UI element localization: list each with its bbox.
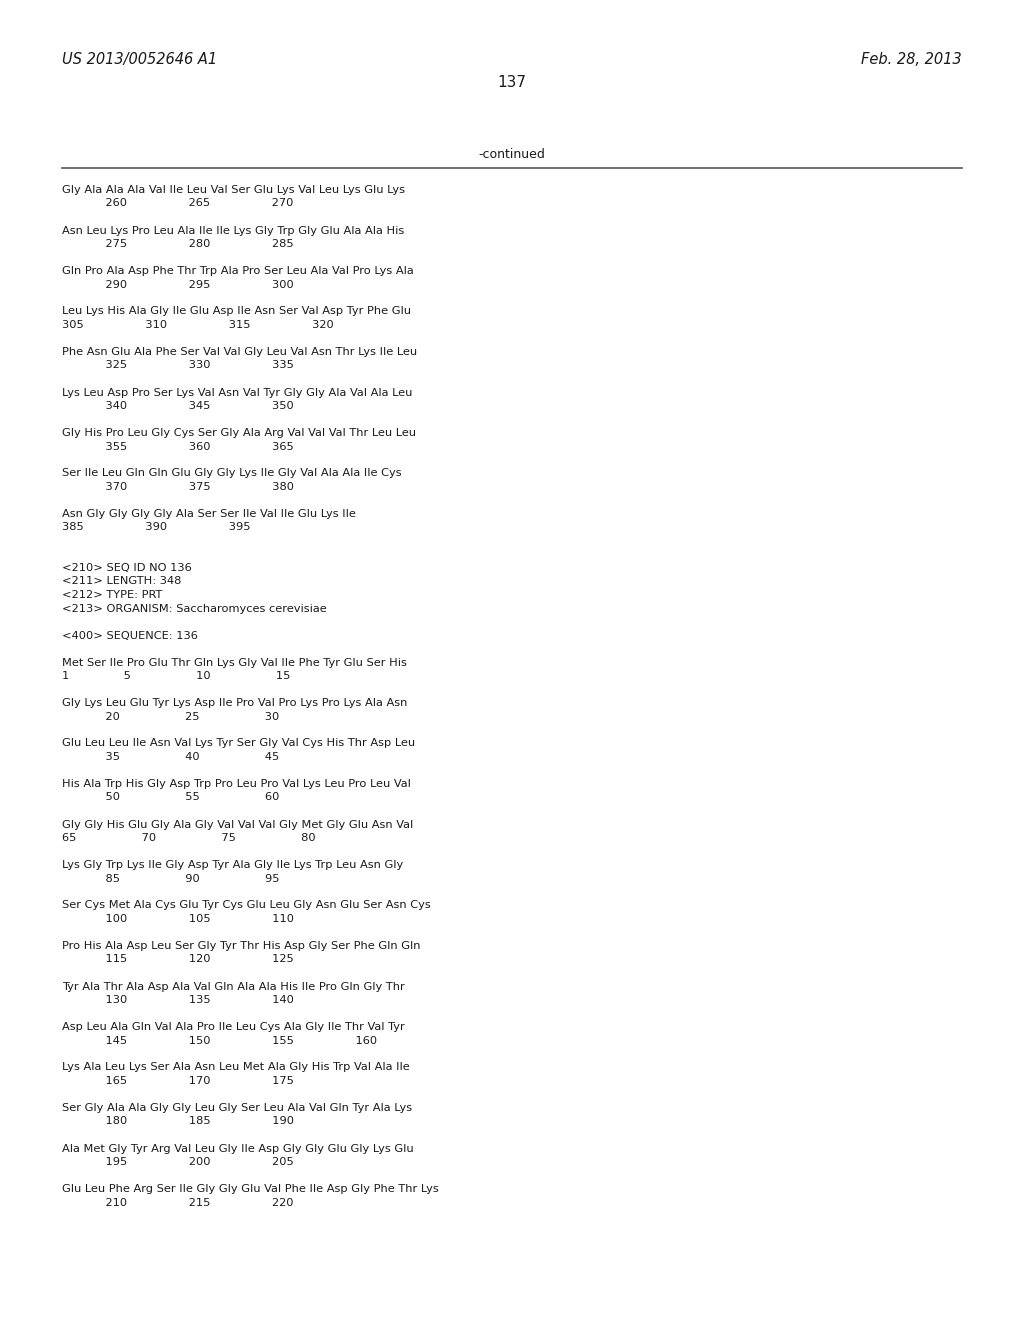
Text: 210                 215                 220: 210 215 220 (62, 1197, 294, 1208)
Text: Ser Cys Met Ala Cys Glu Tyr Cys Glu Leu Gly Asn Glu Ser Asn Cys: Ser Cys Met Ala Cys Glu Tyr Cys Glu Leu … (62, 900, 431, 911)
Text: 195                 200                 205: 195 200 205 (62, 1158, 294, 1167)
Text: 85                  90                  95: 85 90 95 (62, 874, 280, 883)
Text: 165                 170                 175: 165 170 175 (62, 1076, 294, 1086)
Text: 50                  55                  60: 50 55 60 (62, 792, 280, 803)
Text: 385                 390                 395: 385 390 395 (62, 523, 251, 532)
Text: <211> LENGTH: 348: <211> LENGTH: 348 (62, 577, 181, 586)
Text: His Ala Trp His Gly Asp Trp Pro Leu Pro Val Lys Leu Pro Leu Val: His Ala Trp His Gly Asp Trp Pro Leu Pro … (62, 779, 411, 789)
Text: Lys Gly Trp Lys Ile Gly Asp Tyr Ala Gly Ile Lys Trp Leu Asn Gly: Lys Gly Trp Lys Ile Gly Asp Tyr Ala Gly … (62, 861, 403, 870)
Text: Gly Ala Ala Ala Val Ile Leu Val Ser Glu Lys Val Leu Lys Glu Lys: Gly Ala Ala Ala Val Ile Leu Val Ser Glu … (62, 185, 406, 195)
Text: Gly His Pro Leu Gly Cys Ser Gly Ala Arg Val Val Val Thr Leu Leu: Gly His Pro Leu Gly Cys Ser Gly Ala Arg … (62, 428, 416, 438)
Text: 305                 310                 315                 320: 305 310 315 320 (62, 319, 334, 330)
Text: Glu Leu Leu Ile Asn Val Lys Tyr Ser Gly Val Cys His Thr Asp Leu: Glu Leu Leu Ile Asn Val Lys Tyr Ser Gly … (62, 738, 415, 748)
Text: <400> SEQUENCE: 136: <400> SEQUENCE: 136 (62, 631, 198, 640)
Text: 290                 295                 300: 290 295 300 (62, 280, 294, 289)
Text: <212> TYPE: PRT: <212> TYPE: PRT (62, 590, 163, 601)
Text: 20                  25                  30: 20 25 30 (62, 711, 280, 722)
Text: 325                 330                 335: 325 330 335 (62, 360, 294, 371)
Text: 1               5                  10                  15: 1 5 10 15 (62, 671, 291, 681)
Text: Asn Leu Lys Pro Leu Ala Ile Ile Lys Gly Trp Gly Glu Ala Ala His: Asn Leu Lys Pro Leu Ala Ile Ile Lys Gly … (62, 226, 404, 235)
Text: Asn Gly Gly Gly Gly Ala Ser Ser Ile Val Ile Glu Lys Ile: Asn Gly Gly Gly Gly Ala Ser Ser Ile Val … (62, 510, 356, 519)
Text: Phe Asn Glu Ala Phe Ser Val Val Gly Leu Val Asn Thr Lys Ile Leu: Phe Asn Glu Ala Phe Ser Val Val Gly Leu … (62, 347, 417, 356)
Text: 355                 360                 365: 355 360 365 (62, 441, 294, 451)
Text: <213> ORGANISM: Saccharomyces cerevisiae: <213> ORGANISM: Saccharomyces cerevisiae (62, 603, 327, 614)
Text: Lys Leu Asp Pro Ser Lys Val Asn Val Tyr Gly Gly Ala Val Ala Leu: Lys Leu Asp Pro Ser Lys Val Asn Val Tyr … (62, 388, 413, 397)
Text: Gly Gly His Glu Gly Ala Gly Val Val Val Gly Met Gly Glu Asn Val: Gly Gly His Glu Gly Ala Gly Val Val Val … (62, 820, 414, 829)
Text: Asp Leu Ala Gln Val Ala Pro Ile Leu Cys Ala Gly Ile Thr Val Tyr: Asp Leu Ala Gln Val Ala Pro Ile Leu Cys … (62, 1022, 404, 1032)
Text: Ser Ile Leu Gln Gln Glu Gly Gly Lys Ile Gly Val Ala Ala Ile Cys: Ser Ile Leu Gln Gln Glu Gly Gly Lys Ile … (62, 469, 401, 479)
Text: Gly Lys Leu Glu Tyr Lys Asp Ile Pro Val Pro Lys Pro Lys Ala Asn: Gly Lys Leu Glu Tyr Lys Asp Ile Pro Val … (62, 698, 408, 708)
Text: 340                 345                 350: 340 345 350 (62, 401, 294, 411)
Text: 260                 265                 270: 260 265 270 (62, 198, 293, 209)
Text: 130                 135                 140: 130 135 140 (62, 995, 294, 1005)
Text: 100                 105                 110: 100 105 110 (62, 913, 294, 924)
Text: 180                 185                 190: 180 185 190 (62, 1117, 294, 1126)
Text: Ser Gly Ala Ala Gly Gly Leu Gly Ser Leu Ala Val Gln Tyr Ala Lys: Ser Gly Ala Ala Gly Gly Leu Gly Ser Leu … (62, 1104, 412, 1113)
Text: Tyr Ala Thr Ala Asp Ala Val Gln Ala Ala His Ile Pro Gln Gly Thr: Tyr Ala Thr Ala Asp Ala Val Gln Ala Ala … (62, 982, 404, 991)
Text: 115                 120                 125: 115 120 125 (62, 954, 294, 965)
Text: Ala Met Gly Tyr Arg Val Leu Gly Ile Asp Gly Gly Glu Gly Lys Glu: Ala Met Gly Tyr Arg Val Leu Gly Ile Asp … (62, 1143, 414, 1154)
Text: <210> SEQ ID NO 136: <210> SEQ ID NO 136 (62, 564, 191, 573)
Text: 35                  40                  45: 35 40 45 (62, 752, 280, 762)
Text: US 2013/0052646 A1: US 2013/0052646 A1 (62, 51, 217, 67)
Text: 65                  70                  75                  80: 65 70 75 80 (62, 833, 315, 843)
Text: 145                 150                 155                 160: 145 150 155 160 (62, 1035, 377, 1045)
Text: Lys Ala Leu Lys Ser Ala Asn Leu Met Ala Gly His Trp Val Ala Ile: Lys Ala Leu Lys Ser Ala Asn Leu Met Ala … (62, 1063, 410, 1072)
Text: Pro His Ala Asp Leu Ser Gly Tyr Thr His Asp Gly Ser Phe Gln Gln: Pro His Ala Asp Leu Ser Gly Tyr Thr His … (62, 941, 421, 950)
Text: -continued: -continued (478, 148, 546, 161)
Text: Gln Pro Ala Asp Phe Thr Trp Ala Pro Ser Leu Ala Val Pro Lys Ala: Gln Pro Ala Asp Phe Thr Trp Ala Pro Ser … (62, 267, 414, 276)
Text: Met Ser Ile Pro Glu Thr Gln Lys Gly Val Ile Phe Tyr Glu Ser His: Met Ser Ile Pro Glu Thr Gln Lys Gly Val … (62, 657, 407, 668)
Text: Glu Leu Phe Arg Ser Ile Gly Gly Glu Val Phe Ile Asp Gly Phe Thr Lys: Glu Leu Phe Arg Ser Ile Gly Gly Glu Val … (62, 1184, 438, 1195)
Text: 370                 375                 380: 370 375 380 (62, 482, 294, 492)
Text: 275                 280                 285: 275 280 285 (62, 239, 294, 249)
Text: 137: 137 (498, 75, 526, 90)
Text: Feb. 28, 2013: Feb. 28, 2013 (861, 51, 962, 67)
Text: Leu Lys His Ala Gly Ile Glu Asp Ile Asn Ser Val Asp Tyr Phe Glu: Leu Lys His Ala Gly Ile Glu Asp Ile Asn … (62, 306, 411, 317)
